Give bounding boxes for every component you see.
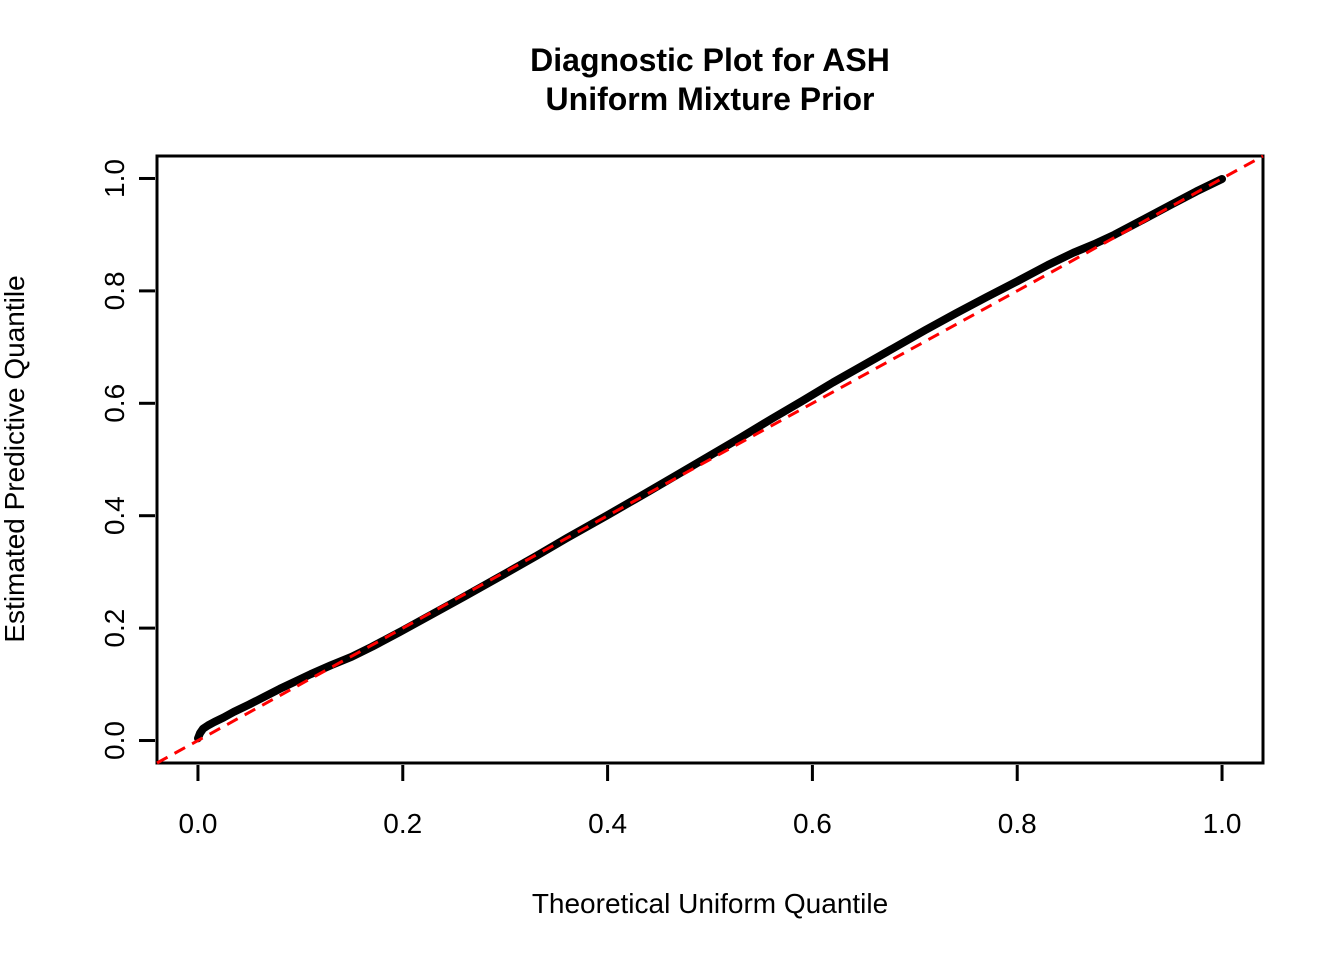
plot-title-line-1: Diagnostic Plot for ASH [530,42,890,78]
qq-curve [194,175,1226,743]
y-tick-label: 0.6 [99,384,130,423]
x-tick-label: 0.8 [998,808,1037,839]
y-tick-label: 0.0 [99,721,130,760]
x-tick-label: 0.4 [588,808,627,839]
plot-title-line-2: Uniform Mixture Prior [546,81,875,117]
y-tick-label: 0.4 [99,496,130,535]
plot-box [155,154,1265,765]
y-axis-label: Estimated Predictive Quantile [0,275,30,642]
x-tick-label: 1.0 [1203,808,1242,839]
x-tick-label: 0.6 [793,808,832,839]
x-tick-label: 0.0 [178,808,217,839]
identity-reference-line [156,154,1264,765]
y-tick-label: 0.8 [99,271,130,310]
x-axis-label: Theoretical Uniform Quantile [532,888,888,919]
y-tick-label: 1.0 [99,159,130,198]
y-tick-label: 0.2 [99,609,130,648]
y-axis-ticks: 0.0 0.2 0.4 0.6 0.8 1.0 [99,159,155,760]
x-axis-ticks: 0.0 0.2 0.4 0.6 0.8 1.0 [178,765,1242,839]
x-tick-label: 0.2 [383,808,422,839]
